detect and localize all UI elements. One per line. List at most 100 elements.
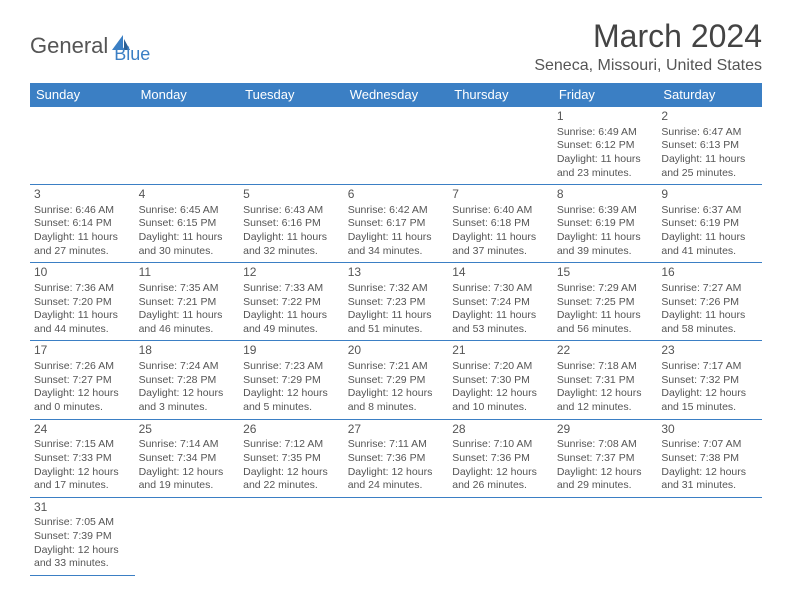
day-number: 3 (34, 187, 131, 203)
sunrise-line: Sunrise: 6:46 AM (34, 204, 131, 218)
day-number: 14 (452, 265, 549, 281)
day-number: 31 (34, 500, 131, 516)
sunset-line: Sunset: 7:22 PM (243, 296, 340, 310)
sunrise-line: Sunrise: 7:35 AM (139, 282, 236, 296)
sunrise-line: Sunrise: 6:42 AM (348, 204, 445, 218)
empty-cell (344, 497, 449, 575)
day-number: 19 (243, 343, 340, 359)
daylight-line-1: Daylight: 11 hours (661, 309, 758, 323)
sunrise-line: Sunrise: 7:23 AM (243, 360, 340, 374)
sunset-line: Sunset: 7:29 PM (348, 374, 445, 388)
day-number: 10 (34, 265, 131, 281)
day-cell: 7Sunrise: 6:40 AMSunset: 6:18 PMDaylight… (448, 185, 553, 263)
daylight-line-1: Daylight: 11 hours (243, 309, 340, 323)
logo-text-general: General (30, 33, 108, 59)
day-number: 5 (243, 187, 340, 203)
day-number: 11 (139, 265, 236, 281)
day-cell: 9Sunrise: 6:37 AMSunset: 6:19 PMDaylight… (657, 185, 762, 263)
day-number: 21 (452, 343, 549, 359)
day-cell: 21Sunrise: 7:20 AMSunset: 7:30 PMDayligh… (448, 341, 553, 419)
sunset-line: Sunset: 7:39 PM (34, 530, 131, 544)
sunset-line: Sunset: 6:12 PM (557, 139, 654, 153)
sunset-line: Sunset: 7:26 PM (661, 296, 758, 310)
daylight-line-2: and 32 minutes. (243, 245, 340, 259)
day-cell: 17Sunrise: 7:26 AMSunset: 7:27 PMDayligh… (30, 341, 135, 419)
day-cell: 1Sunrise: 6:49 AMSunset: 6:12 PMDaylight… (553, 107, 658, 185)
day-number: 12 (243, 265, 340, 281)
sunset-line: Sunset: 7:28 PM (139, 374, 236, 388)
page-subtitle: Seneca, Missouri, United States (534, 57, 762, 75)
day-number: 4 (139, 187, 236, 203)
daylight-line-1: Daylight: 12 hours (34, 544, 131, 558)
daylight-line-1: Daylight: 11 hours (348, 309, 445, 323)
sunrise-line: Sunrise: 7:11 AM (348, 438, 445, 452)
sunrise-line: Sunrise: 6:40 AM (452, 204, 549, 218)
daylight-line-1: Daylight: 11 hours (139, 309, 236, 323)
day-number: 30 (661, 422, 758, 438)
sunrise-line: Sunrise: 6:49 AM (557, 126, 654, 140)
day-cell: 3Sunrise: 6:46 AMSunset: 6:14 PMDaylight… (30, 185, 135, 263)
sunrise-line: Sunrise: 7:07 AM (661, 438, 758, 452)
day-header: Saturday (657, 83, 762, 107)
calendar-table: SundayMondayTuesdayWednesdayThursdayFrid… (30, 83, 762, 576)
sunset-line: Sunset: 6:13 PM (661, 139, 758, 153)
sunrise-line: Sunrise: 6:47 AM (661, 126, 758, 140)
sunset-line: Sunset: 7:35 PM (243, 452, 340, 466)
sunrise-line: Sunrise: 6:37 AM (661, 204, 758, 218)
day-cell: 11Sunrise: 7:35 AMSunset: 7:21 PMDayligh… (135, 263, 240, 341)
sunset-line: Sunset: 7:37 PM (557, 452, 654, 466)
daylight-line-2: and 56 minutes. (557, 323, 654, 337)
empty-cell (135, 497, 240, 575)
sunrise-line: Sunrise: 7:21 AM (348, 360, 445, 374)
sunrise-line: Sunrise: 6:39 AM (557, 204, 654, 218)
sunset-line: Sunset: 7:23 PM (348, 296, 445, 310)
sunset-line: Sunset: 7:27 PM (34, 374, 131, 388)
daylight-line-1: Daylight: 11 hours (348, 231, 445, 245)
empty-cell (344, 107, 449, 185)
daylight-line-2: and 8 minutes. (348, 401, 445, 415)
daylight-line-1: Daylight: 12 hours (348, 387, 445, 401)
daylight-line-1: Daylight: 11 hours (661, 153, 758, 167)
daylight-line-2: and 3 minutes. (139, 401, 236, 415)
day-cell: 10Sunrise: 7:36 AMSunset: 7:20 PMDayligh… (30, 263, 135, 341)
day-cell: 16Sunrise: 7:27 AMSunset: 7:26 PMDayligh… (657, 263, 762, 341)
logo-text-blue: Blue (114, 26, 150, 65)
daylight-line-2: and 33 minutes. (34, 557, 131, 571)
day-cell: 20Sunrise: 7:21 AMSunset: 7:29 PMDayligh… (344, 341, 449, 419)
day-number: 8 (557, 187, 654, 203)
sunrise-line: Sunrise: 7:33 AM (243, 282, 340, 296)
sunrise-line: Sunrise: 7:27 AM (661, 282, 758, 296)
day-number: 25 (139, 422, 236, 438)
daylight-line-2: and 0 minutes. (34, 401, 131, 415)
day-number: 27 (348, 422, 445, 438)
daylight-line-1: Daylight: 12 hours (34, 466, 131, 480)
daylight-line-1: Daylight: 12 hours (452, 387, 549, 401)
daylight-line-2: and 22 minutes. (243, 479, 340, 493)
daylight-line-2: and 19 minutes. (139, 479, 236, 493)
day-header: Sunday (30, 83, 135, 107)
logo: General Blue (30, 18, 150, 65)
daylight-line-1: Daylight: 11 hours (452, 309, 549, 323)
sunrise-line: Sunrise: 7:15 AM (34, 438, 131, 452)
daylight-line-1: Daylight: 11 hours (243, 231, 340, 245)
sunrise-line: Sunrise: 7:10 AM (452, 438, 549, 452)
sunset-line: Sunset: 6:18 PM (452, 217, 549, 231)
daylight-line-1: Daylight: 11 hours (557, 231, 654, 245)
daylight-line-2: and 12 minutes. (557, 401, 654, 415)
daylight-line-2: and 39 minutes. (557, 245, 654, 259)
daylight-line-2: and 37 minutes. (452, 245, 549, 259)
sunset-line: Sunset: 7:20 PM (34, 296, 131, 310)
daylight-line-2: and 41 minutes. (661, 245, 758, 259)
sunset-line: Sunset: 7:38 PM (661, 452, 758, 466)
sunset-line: Sunset: 6:19 PM (557, 217, 654, 231)
day-cell: 12Sunrise: 7:33 AMSunset: 7:22 PMDayligh… (239, 263, 344, 341)
daylight-line-2: and 25 minutes. (661, 167, 758, 181)
empty-cell (657, 497, 762, 575)
sunset-line: Sunset: 6:19 PM (661, 217, 758, 231)
daylight-line-2: and 26 minutes. (452, 479, 549, 493)
sunset-line: Sunset: 7:24 PM (452, 296, 549, 310)
day-cell: 6Sunrise: 6:42 AMSunset: 6:17 PMDaylight… (344, 185, 449, 263)
day-cell: 5Sunrise: 6:43 AMSunset: 6:16 PMDaylight… (239, 185, 344, 263)
day-cell: 28Sunrise: 7:10 AMSunset: 7:36 PMDayligh… (448, 419, 553, 497)
daylight-line-1: Daylight: 11 hours (661, 231, 758, 245)
